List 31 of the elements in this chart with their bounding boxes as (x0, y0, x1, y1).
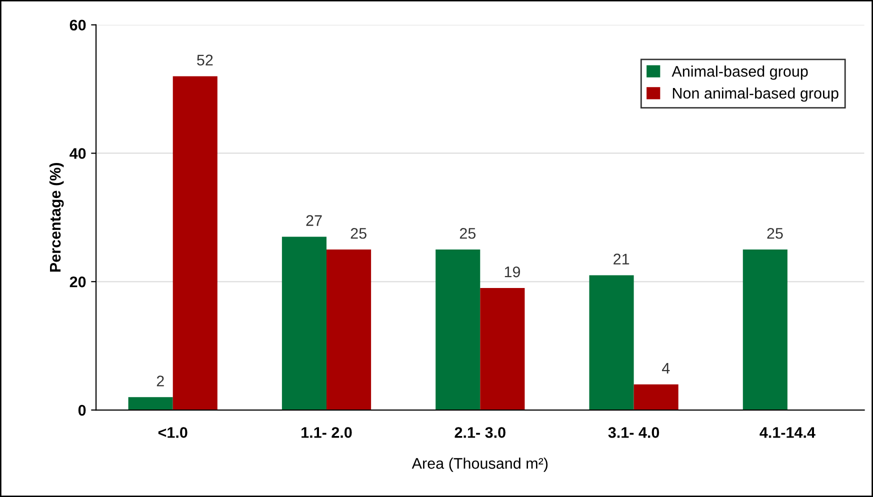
y-tick-label: 40 (70, 148, 86, 159)
bar (326, 250, 372, 410)
x-axis-title: Area (Thousand m²) (412, 458, 548, 472)
bar (436, 250, 480, 410)
x-tick-label: <1.0 (158, 427, 188, 438)
data-label: 2 (156, 376, 164, 386)
data-label: 25 (350, 228, 366, 239)
data-label: 52 (197, 54, 213, 66)
x-tick-label: 3.1- 4.0 (608, 427, 660, 438)
bar (589, 275, 634, 410)
legend-label: Non animal-based group (672, 87, 838, 102)
bar (480, 288, 525, 410)
data-label: 21 (614, 254, 630, 264)
data-label: 4 (662, 362, 670, 374)
bar (172, 76, 218, 410)
y-tick-label: 20 (70, 276, 86, 288)
x-tick-label: 2.1- 3.0 (454, 427, 506, 438)
bar (634, 384, 678, 410)
y-tick-label: 60 (70, 20, 86, 31)
data-label: 27 (306, 215, 322, 226)
y-axis-title: Percentage (%) (49, 163, 64, 272)
bar (282, 236, 326, 410)
legend-label: Animal-based group (672, 66, 808, 80)
y-tick-label: 0 (78, 404, 86, 416)
x-tick-label: 1.1- 2.0 (302, 427, 352, 438)
bar (128, 397, 173, 410)
bar (742, 250, 788, 410)
data-label: 19 (504, 266, 520, 278)
data-label: 25 (767, 228, 783, 239)
data-label: 25 (460, 228, 476, 239)
x-tick-label: 4.1-14.4 (760, 427, 816, 438)
